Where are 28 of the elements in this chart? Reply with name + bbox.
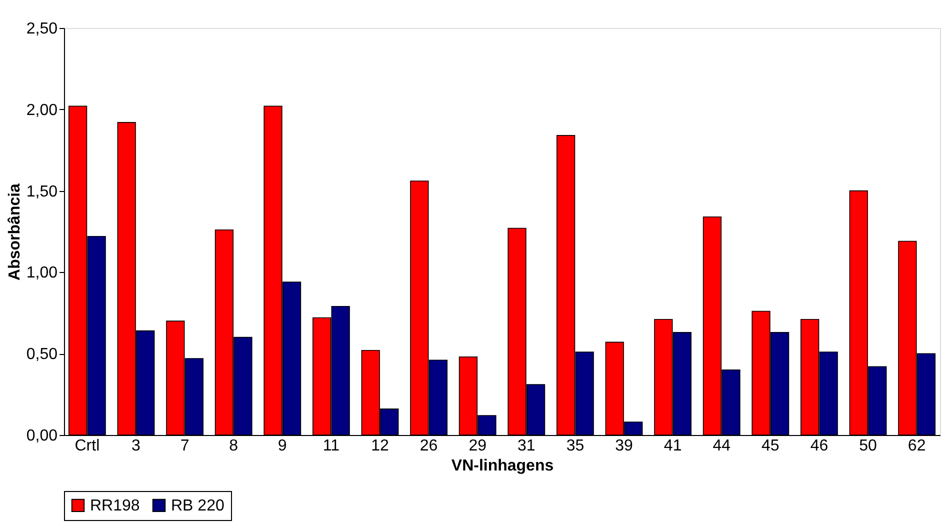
x-tick-label: 11 [322,438,340,454]
y-tick-label: 1,00 [26,264,58,282]
y-tick-label: 0,00 [26,428,58,444]
legend-label: RB 220 [171,497,224,514]
y-tick-label: 2,50 [26,20,58,38]
x-tick-label: 9 [278,438,287,454]
x-tick-label: 7 [180,438,190,454]
x-tick-label: 8 [229,438,238,454]
x-tick-label: 41 [664,438,682,454]
x-tick-label: 26 [420,438,438,454]
y-axis-title: Absorbância [6,183,24,280]
x-tick-label: Crtl [74,438,100,454]
y-tick-label: 2,00 [26,102,58,119]
x-tick-label: 31 [518,438,536,454]
x-tick-label: 45 [762,438,780,454]
legend-label: RR198 [90,497,140,514]
x-tick-label: 50 [859,438,878,454]
x-tick-label: 62 [908,438,926,454]
x-tick-label: 46 [810,438,828,454]
x-tick-label: 39 [615,438,634,454]
x-tick-label: 12 [371,438,389,454]
x-tick-label: 35 [566,438,584,454]
x-tick-label: 44 [712,438,731,454]
x-axis-title: VN-linhagens [451,458,554,474]
y-tick-label: 1,50 [26,183,58,200]
x-tick-label: 29 [468,438,487,454]
y-tick-label: 0,50 [26,346,58,364]
x-tick-label: 3 [132,438,141,454]
